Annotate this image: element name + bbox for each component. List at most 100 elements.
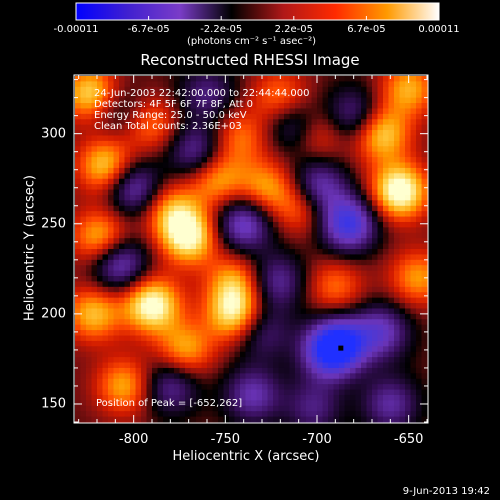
heatmap-cell [113, 243, 120, 250]
heatmap-cell [256, 357, 263, 364]
heatmap-cell [130, 76, 137, 83]
heatmap-cell [289, 189, 296, 196]
heatmap-cell [388, 416, 395, 423]
heatmap-cell [344, 411, 351, 418]
heatmap-cell [273, 108, 280, 115]
heatmap-cell [108, 124, 115, 131]
heatmap-cell [113, 373, 120, 380]
heatmap-cell [256, 216, 263, 223]
heatmap-cell [234, 303, 241, 310]
heatmap-cell [361, 140, 368, 147]
heatmap-cell [223, 227, 230, 234]
heatmap-cell [80, 249, 87, 256]
heatmap-cell [333, 259, 340, 266]
heatmap-cell [223, 313, 230, 320]
heatmap-cell [91, 259, 98, 266]
heatmap-cell [207, 340, 214, 347]
heatmap-cell [256, 86, 263, 93]
heatmap-cell [377, 205, 384, 212]
heatmap-cell [273, 238, 280, 245]
heatmap-cell [267, 367, 274, 374]
heatmap-cell [174, 205, 181, 212]
heatmap-cell [240, 319, 247, 326]
heatmap-cell [388, 367, 395, 374]
heatmap-cell [124, 346, 131, 353]
heatmap-cell [229, 119, 236, 126]
heatmap-cell [416, 286, 423, 293]
heatmap-cell [108, 411, 115, 418]
annotation-detectors: Detectors: 4F 5F 6F 7F 8F, Att 0 [94, 99, 254, 110]
heatmap-cell [196, 324, 203, 331]
heatmap-cell [190, 367, 197, 374]
heatmap-cell [388, 335, 395, 342]
heatmap-cell [201, 184, 208, 191]
heatmap-cell [289, 259, 296, 266]
heatmap-cell [377, 124, 384, 131]
heatmap-cell [80, 270, 87, 277]
heatmap-cell [146, 194, 153, 201]
heatmap-cell [179, 281, 186, 288]
heatmap-cell [421, 270, 428, 277]
heatmap-cell [102, 357, 109, 364]
heatmap-cell [251, 411, 258, 418]
heatmap-cell [262, 405, 269, 412]
heatmap-cell [421, 351, 428, 358]
heatmap-cell [119, 373, 126, 380]
heatmap-cell [388, 86, 395, 93]
heatmap-cell [102, 76, 109, 83]
heatmap-cell [174, 151, 181, 158]
heatmap-cell [251, 351, 258, 358]
heatmap-cell [119, 286, 126, 293]
heatmap-cell [218, 151, 225, 158]
heatmap-cell [174, 416, 181, 423]
heatmap-cell [152, 335, 159, 342]
heatmap-cell [284, 194, 291, 201]
heatmap-cell [377, 313, 384, 320]
heatmap-cell [284, 265, 291, 272]
heatmap-cell [295, 76, 302, 83]
heatmap-cell [91, 405, 98, 412]
heatmap-cell [157, 411, 164, 418]
heatmap-cell [130, 189, 137, 196]
heatmap-cell [218, 124, 225, 131]
heatmap-cell [256, 330, 263, 337]
heatmap-cell [201, 367, 208, 374]
heatmap-cell [421, 211, 428, 218]
heatmap-cell [251, 243, 258, 250]
heatmap-cell [267, 265, 274, 272]
heatmap-cell [355, 173, 362, 180]
heatmap-cell [322, 232, 329, 239]
heatmap-cell [388, 221, 395, 228]
heatmap-cell [152, 130, 159, 137]
heatmap-cell [190, 292, 197, 299]
heatmap-cell [306, 135, 313, 142]
heatmap-cell [273, 211, 280, 218]
heatmap-cell [416, 124, 423, 131]
heatmap-cell [388, 232, 395, 239]
heatmap-cell [185, 394, 192, 401]
heatmap-cell [361, 270, 368, 277]
heatmap-cell [174, 103, 181, 110]
heatmap-cell [344, 124, 351, 131]
heatmap-cell [185, 384, 192, 391]
heatmap-cell [108, 227, 115, 234]
heatmap-cell [141, 411, 148, 418]
heatmap-cell [108, 297, 115, 304]
heatmap-cell [262, 270, 269, 277]
heatmap-cell [152, 276, 159, 283]
heatmap-cell [240, 292, 247, 299]
heatmap-cell [152, 140, 159, 147]
heatmap-cell [80, 200, 87, 207]
heatmap-cell [344, 184, 351, 191]
heatmap-cell [212, 119, 219, 126]
heatmap-cell [306, 351, 313, 358]
heatmap-cell [355, 400, 362, 407]
heatmap-cell [86, 243, 93, 250]
heatmap-cell [405, 184, 412, 191]
heatmap-cell [245, 378, 252, 385]
heatmap-cell [234, 113, 241, 120]
heatmap-cell [339, 303, 346, 310]
heatmap-cell [168, 97, 175, 104]
heatmap-cell [333, 281, 340, 288]
heatmap-cell [410, 103, 417, 110]
